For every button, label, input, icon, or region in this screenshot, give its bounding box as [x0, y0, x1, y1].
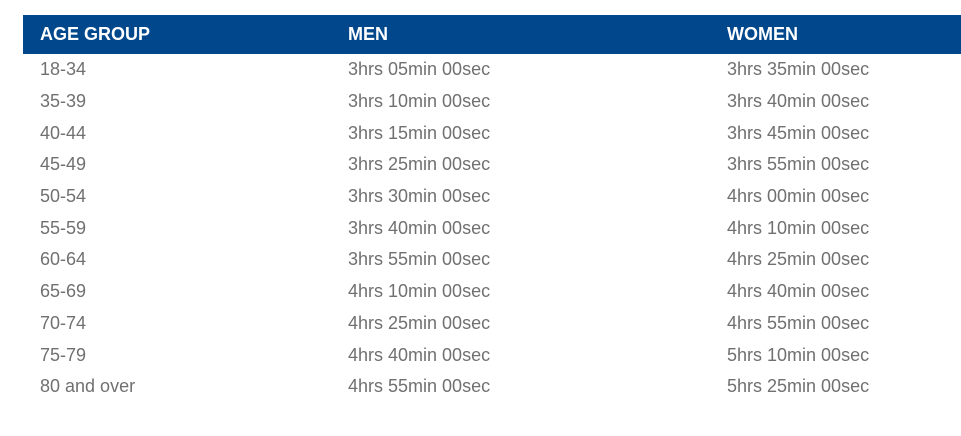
age-group-cell: 75-79	[40, 344, 87, 365]
men-time-cell: 3hrs 40min 00sec	[348, 217, 491, 238]
women-time-cell: 4hrs 40min 00sec	[727, 281, 870, 302]
table-row: 65-69 4hrs 10min 00sec 4hrs 40min 00sec	[23, 276, 961, 308]
men-time-cell: 4hrs 25min 00sec	[348, 312, 491, 333]
table-row: 50-54 3hrs 30min 00sec 4hrs 00min 00sec	[23, 181, 961, 213]
men-time-cell: 3hrs 25min 00sec	[348, 154, 491, 175]
header-age-group: AGE GROUP	[40, 24, 151, 44]
women-time-cell: 3hrs 40min 00sec	[727, 91, 870, 112]
table-row: 18-34 3hrs 05min 00sec 3hrs 35min 00sec	[23, 54, 961, 86]
men-time-cell: 4hrs 55min 00sec	[348, 376, 491, 397]
women-time-cell: 5hrs 10min 00sec	[727, 344, 870, 365]
women-time-cell: 3hrs 35min 00sec	[727, 59, 870, 80]
age-group-cell: 35-39	[40, 91, 87, 112]
men-time-cell: 3hrs 55min 00sec	[348, 249, 491, 270]
header-women: WOMEN	[727, 24, 798, 44]
table-row: 55-59 3hrs 40min 00sec 4hrs 10min 00sec	[23, 212, 961, 244]
men-time-cell: 3hrs 30min 00sec	[348, 186, 491, 207]
women-time-cell: 5hrs 25min 00sec	[727, 376, 870, 397]
table-row: 45-49 3hrs 25min 00sec 3hrs 55min 00sec	[23, 149, 961, 181]
age-group-cell: 45-49	[40, 154, 87, 175]
table-row: 80 and over 4hrs 55min 00sec 5hrs 25min 00…	[23, 371, 961, 403]
men-time-cell: 4hrs 40min 00sec	[348, 344, 491, 365]
women-time-cell: 4hrs 25min 00sec	[727, 249, 870, 270]
women-time-cell: 3hrs 55min 00sec	[727, 154, 870, 175]
age-group-cell: 55-59	[40, 217, 87, 238]
table-row: 70-74 4hrs 25min 00sec 4hrs 55min 00sec	[23, 308, 961, 340]
age-group-cell: 18-34	[40, 59, 87, 80]
age-group-cell: 80 and over	[40, 376, 136, 397]
women-time-cell: 4hrs 00min 00sec	[727, 186, 870, 207]
qualifying-times-table: AGE GROUP MEN WOMEN 18-34 3hrs 05min 00se…	[23, 15, 961, 403]
header-row: AGE GROUP MEN WOMEN	[23, 15, 961, 54]
table-header: AGE GROUP MEN WOMEN	[23, 15, 961, 54]
men-time-cell: 3hrs 15min 00sec	[348, 122, 491, 143]
men-time-cell: 3hrs 10min 00sec	[348, 91, 491, 112]
age-group-cell: 60-64	[40, 249, 87, 270]
table-row: 75-79 4hrs 40min 00sec 5hrs 10min 00sec	[23, 339, 961, 371]
men-time-cell: 3hrs 05min 00sec	[348, 59, 491, 80]
table-body: 18-34 3hrs 05min 00sec 3hrs 35min 00sec 35-…	[23, 54, 961, 403]
age-group-cell: 70-74	[40, 312, 87, 333]
age-group-cell: 40-44	[40, 122, 87, 143]
women-time-cell: 4hrs 10min 00sec	[727, 217, 870, 238]
women-time-cell: 4hrs 55min 00sec	[727, 312, 870, 333]
age-group-cell: 50-54	[40, 186, 87, 207]
table-row: 35-39 3hrs 10min 00sec 3hrs 40min 00sec	[23, 86, 961, 118]
header-men: MEN	[348, 24, 388, 44]
women-time-cell: 3hrs 45min 00sec	[727, 122, 870, 143]
age-group-cell: 65-69	[40, 281, 87, 302]
men-time-cell: 4hrs 10min 00sec	[348, 281, 491, 302]
table-row: 60-64 3hrs 55min 00sec 4hrs 25min 00sec	[23, 244, 961, 276]
table-row: 40-44 3hrs 15min 00sec 3hrs 45min 00sec	[23, 117, 961, 149]
